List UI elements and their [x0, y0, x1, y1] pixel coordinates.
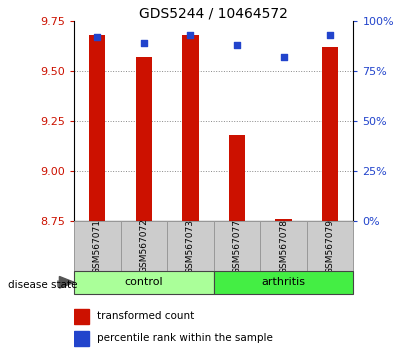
Bar	[322, 47, 338, 221]
Bar	[89, 35, 105, 221]
Bar	[167, 221, 214, 271]
Text: GSM567073: GSM567073	[186, 218, 195, 274]
Text: transformed count: transformed count	[97, 312, 194, 321]
Polygon shape	[60, 276, 74, 288]
Point	[187, 33, 194, 38]
Text: arthritis: arthritis	[261, 277, 306, 287]
Text: percentile rank within the sample: percentile rank within the sample	[97, 333, 273, 343]
Bar	[214, 221, 260, 271]
Text: GSM567078: GSM567078	[279, 218, 288, 274]
Text: GSM567071: GSM567071	[93, 218, 102, 274]
Point	[141, 40, 147, 46]
Bar	[120, 221, 167, 271]
Bar	[307, 221, 353, 271]
Point	[280, 55, 287, 60]
Bar	[229, 135, 245, 221]
Bar	[214, 271, 353, 294]
Text: GSM567077: GSM567077	[233, 218, 242, 274]
Bar	[74, 309, 89, 324]
Bar	[136, 57, 152, 221]
Text: disease state: disease state	[8, 280, 78, 290]
Bar	[74, 271, 214, 294]
Bar	[182, 35, 199, 221]
Text: control: control	[125, 277, 163, 287]
Point	[327, 33, 333, 38]
Text: GSM567072: GSM567072	[139, 218, 148, 274]
Point	[234, 42, 240, 48]
Bar	[275, 219, 292, 221]
Bar	[74, 331, 89, 346]
Bar	[74, 221, 120, 271]
Point	[94, 34, 101, 40]
Title: GDS5244 / 10464572: GDS5244 / 10464572	[139, 6, 288, 20]
Bar	[260, 221, 307, 271]
Text: GSM567079: GSM567079	[326, 218, 335, 274]
